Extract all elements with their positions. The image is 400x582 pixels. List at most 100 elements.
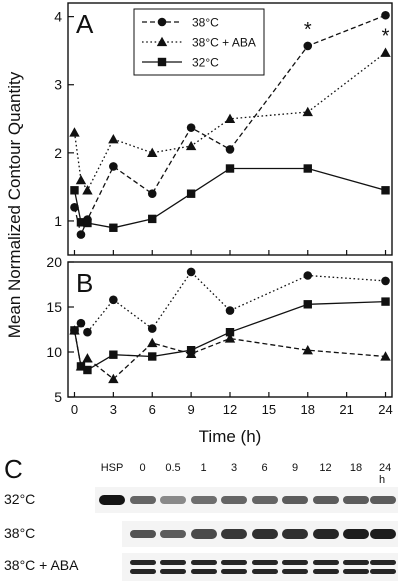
x-tick-label: 24	[378, 402, 392, 417]
y-tick-label: 20	[46, 254, 62, 270]
blot-band	[190, 560, 217, 565]
data-point	[381, 276, 390, 286]
blot-band	[343, 560, 369, 565]
data-point	[224, 113, 236, 123]
data-point	[303, 300, 312, 309]
x-axis-label: Time (h)	[199, 427, 262, 446]
data-point	[380, 47, 391, 57]
data-point	[147, 337, 158, 348]
data-point	[75, 174, 87, 185]
lane-label: 6	[261, 462, 268, 474]
data-point	[186, 123, 196, 132]
blot-band	[160, 495, 186, 505]
blot-band	[129, 529, 156, 539]
data-point	[83, 218, 92, 228]
blot-band	[221, 495, 247, 505]
x-tick-label: 15	[262, 402, 276, 417]
lane-label: 1	[200, 462, 207, 474]
data-point	[70, 326, 79, 335]
panel-c-label: C	[4, 454, 23, 484]
panel-letter: A	[76, 9, 94, 39]
series-line	[73, 167, 386, 229]
data-point	[381, 297, 390, 306]
data-point	[302, 345, 313, 355]
data-point	[303, 41, 313, 51]
data-point	[82, 353, 93, 363]
blot-band	[343, 569, 369, 574]
data-point	[76, 230, 86, 239]
blot-row-label: 38°C + ABA	[4, 557, 79, 573]
x-tick-label: 21	[339, 402, 353, 417]
data-point	[225, 164, 235, 173]
data-point	[147, 189, 157, 199]
data-point	[225, 145, 235, 154]
data-point	[69, 127, 80, 137]
data-point	[109, 223, 118, 232]
blot-band	[369, 569, 396, 574]
blot-band	[343, 529, 369, 539]
x-tick-label: 9	[188, 402, 195, 417]
gel-strip	[122, 553, 398, 581]
legend-marker	[156, 36, 168, 47]
series-line	[73, 14, 386, 237]
data-point	[303, 164, 312, 173]
blot-band	[282, 495, 308, 505]
blot-band	[129, 569, 156, 574]
series-line	[74, 270, 386, 334]
blot-band	[190, 569, 217, 574]
x-tick-label: 3	[110, 402, 117, 417]
blot-band	[221, 569, 247, 574]
legend-marker	[157, 57, 167, 67]
blot-band	[251, 560, 278, 565]
data-point	[147, 147, 158, 157]
x-tick-label: 12	[223, 402, 237, 417]
lane-label: 9	[291, 462, 299, 474]
x-tick-label: 6	[149, 402, 156, 417]
legend-label: 38°C + ABA	[192, 36, 256, 50]
lane-label: 24 h	[379, 462, 392, 486]
data-point	[185, 140, 197, 151]
blot-band	[312, 529, 339, 539]
x-tick-label: 0	[71, 402, 78, 417]
lane-label: 3	[230, 462, 238, 474]
y-tick-label: 10	[46, 344, 62, 360]
blot-row-label: 32°C	[4, 491, 36, 507]
data-point	[380, 351, 391, 361]
data-point	[82, 185, 93, 195]
blot-band	[129, 495, 156, 505]
data-point	[148, 214, 157, 224]
blot-band	[369, 560, 396, 565]
blot-band	[221, 560, 247, 565]
lane-label: 0.5	[165, 462, 181, 474]
data-point	[83, 327, 92, 337]
lane-label: HSP	[100, 462, 124, 474]
y-tick-label: 3	[54, 77, 62, 93]
y-tick-label: 15	[46, 299, 62, 315]
data-point	[381, 186, 390, 195]
legend-marker	[157, 17, 167, 27]
data-point	[109, 162, 118, 171]
data-point	[186, 267, 196, 277]
panel-letter: B	[76, 268, 93, 298]
data-point	[76, 362, 86, 371]
data-point	[224, 333, 236, 343]
x-tick-label: 18	[301, 402, 315, 417]
blot-band	[129, 560, 156, 565]
significance-asterisk: *	[304, 19, 312, 41]
blot-band	[343, 495, 369, 505]
data-point	[303, 271, 313, 280]
data-point	[148, 352, 157, 361]
data-point	[147, 324, 157, 333]
data-point	[225, 328, 235, 337]
blot-band	[221, 529, 247, 539]
data-point	[302, 106, 313, 117]
data-point	[76, 218, 86, 227]
legend-label: 38°C	[192, 16, 219, 30]
data-point	[109, 295, 118, 305]
y-tick-label: 4	[54, 9, 62, 25]
significance-asterisk: *	[382, 0, 390, 10]
lane-label: 12	[319, 462, 332, 474]
significance-asterisk: *	[382, 26, 390, 48]
blot-band	[160, 569, 186, 574]
